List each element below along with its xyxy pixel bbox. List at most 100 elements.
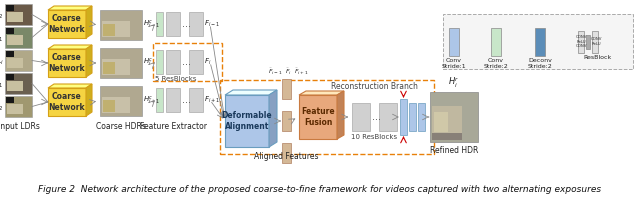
Bar: [7, 35, 23, 45]
Text: ...: ...: [182, 19, 191, 29]
Bar: [400, 99, 407, 135]
Text: Stride:1: Stride:1: [442, 63, 467, 69]
Bar: [5, 96, 32, 117]
Bar: [5, 73, 32, 94]
Bar: [100, 48, 142, 78]
Bar: [225, 95, 269, 147]
Bar: [5, 4, 32, 25]
Text: Coarse HDRs: Coarse HDRs: [96, 122, 146, 131]
Text: Input LDRs: Input LDRs: [0, 122, 40, 131]
Bar: [6, 51, 14, 57]
Bar: [7, 81, 23, 91]
Text: 10 ResBlocks: 10 ResBlocks: [351, 134, 397, 140]
Bar: [100, 10, 142, 40]
Bar: [156, 88, 163, 112]
Text: Stride:2: Stride:2: [527, 63, 552, 69]
Bar: [299, 95, 337, 139]
Text: Figure 2  Network architecture of the proposed coarse-to-fine framework for vide: Figure 2 Network architecture of the pro…: [38, 185, 602, 194]
Text: Refined HDR: Refined HDR: [430, 146, 478, 155]
Text: $F_i$: $F_i$: [204, 57, 211, 67]
Text: $L_i$: $L_i$: [0, 54, 3, 67]
Text: Deformable
Alignment: Deformable Alignment: [221, 111, 272, 131]
Bar: [6, 74, 14, 80]
Polygon shape: [48, 45, 92, 49]
Bar: [578, 31, 584, 52]
Text: $H^c_{i+1}$: $H^c_{i+1}$: [143, 95, 160, 107]
Bar: [586, 34, 590, 48]
Polygon shape: [86, 6, 92, 38]
Bar: [100, 86, 142, 116]
Bar: [156, 50, 163, 74]
Bar: [7, 12, 23, 22]
Text: ...: ...: [182, 57, 191, 67]
Bar: [432, 106, 462, 134]
Polygon shape: [48, 84, 92, 88]
Bar: [102, 97, 130, 113]
Bar: [166, 50, 180, 74]
Bar: [103, 24, 115, 36]
Text: Coarse
Network: Coarse Network: [49, 14, 85, 34]
Text: $H^c_i$: $H^c_i$: [143, 57, 154, 69]
Bar: [103, 100, 115, 112]
Bar: [352, 103, 370, 131]
Text: $H^c_{i-1}$: $H^c_{i-1}$: [143, 19, 160, 31]
Bar: [7, 104, 23, 114]
Bar: [5, 27, 32, 48]
Text: $L_{i-2}$: $L_{i-2}$: [0, 8, 3, 21]
Bar: [7, 58, 23, 68]
Text: Stride:2: Stride:2: [484, 63, 508, 69]
Polygon shape: [86, 84, 92, 116]
Bar: [592, 31, 598, 52]
Bar: [220, 80, 434, 154]
Bar: [432, 133, 462, 140]
Bar: [6, 28, 14, 34]
Bar: [282, 79, 291, 99]
Bar: [434, 112, 448, 132]
Text: Deconv: Deconv: [528, 58, 552, 62]
Text: 5 ResBlocks: 5 ResBlocks: [156, 76, 196, 82]
Text: Reconstruction Branch: Reconstruction Branch: [331, 82, 417, 91]
Text: Coarse
Network: Coarse Network: [49, 53, 85, 73]
Text: $L_{i-1}$: $L_{i-1}$: [0, 31, 3, 44]
Bar: [48, 49, 86, 77]
Bar: [166, 12, 180, 36]
Polygon shape: [269, 90, 277, 147]
Bar: [535, 28, 545, 56]
Polygon shape: [299, 91, 344, 95]
Bar: [189, 12, 203, 36]
Bar: [5, 50, 32, 71]
Text: $F_{i-1}$: $F_{i-1}$: [204, 19, 220, 29]
Bar: [409, 103, 416, 131]
Text: ...: ...: [372, 112, 381, 122]
Bar: [48, 10, 86, 38]
Bar: [189, 50, 203, 74]
Text: $H^r_i$: $H^r_i$: [448, 76, 460, 90]
Text: ...: ...: [182, 95, 191, 105]
Bar: [48, 88, 86, 116]
Bar: [443, 14, 633, 69]
Text: CONV
ReLU
CONV: CONV ReLU CONV: [575, 35, 587, 48]
Bar: [153, 43, 222, 81]
Bar: [189, 88, 203, 112]
Polygon shape: [48, 6, 92, 10]
Text: $\tilde{F}_{i-1}$  $\tilde{F}_i$  $\tilde{F}_{i+1}$: $\tilde{F}_{i-1}$ $\tilde{F}_i$ $\tilde{…: [268, 67, 309, 77]
Bar: [379, 103, 397, 131]
Text: $L_{i+2}$: $L_{i+2}$: [0, 100, 3, 113]
Bar: [6, 5, 14, 11]
Text: Conv: Conv: [488, 58, 504, 62]
Bar: [102, 59, 130, 75]
Bar: [430, 92, 478, 142]
Bar: [6, 97, 14, 103]
Text: CONV
ReLU: CONV ReLU: [590, 37, 602, 46]
Bar: [282, 143, 291, 163]
Text: Feature
Fusion: Feature Fusion: [301, 107, 335, 127]
Text: $F_{i+1}$: $F_{i+1}$: [204, 95, 220, 105]
Bar: [166, 88, 180, 112]
Text: Aligned Features: Aligned Features: [254, 152, 319, 161]
Polygon shape: [225, 90, 277, 95]
Text: Conv: Conv: [446, 58, 462, 62]
Text: $L_{i+1}$: $L_{i+1}$: [0, 77, 3, 90]
Bar: [103, 62, 115, 74]
Bar: [418, 103, 425, 131]
Polygon shape: [337, 91, 344, 139]
